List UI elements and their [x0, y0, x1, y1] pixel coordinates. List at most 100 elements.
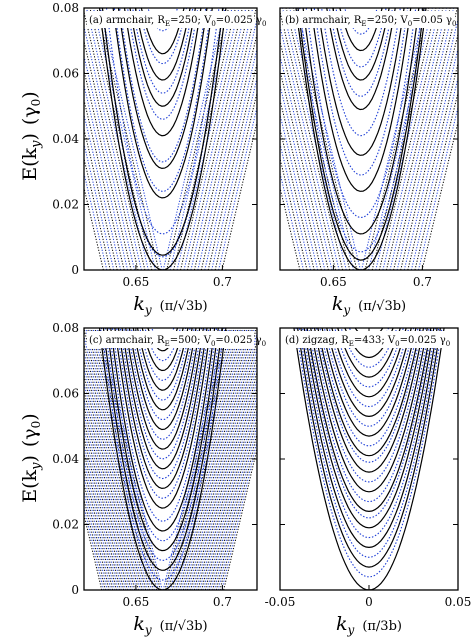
- y-title-unit: (γ: [19, 428, 41, 447]
- solid-band-0: [98, 328, 227, 590]
- panel-label-text: (d) zigzag, RE=433; V0=0.025 γ0: [285, 335, 450, 348]
- y-title-main: E(k: [19, 147, 41, 180]
- panel-label-bg: [283, 331, 454, 348]
- panel-label-bg: [283, 11, 455, 28]
- band-line: [393, 8, 458, 270]
- panel-label-bg: [87, 11, 254, 28]
- solid-band-9: [326, 328, 412, 418]
- solid-band-2: [302, 8, 420, 235]
- dotted-band-5: [311, 328, 427, 483]
- band-line: [84, 365, 138, 590]
- x-tick-label: 0.7: [213, 275, 232, 289]
- solid-band-4: [123, 8, 202, 137]
- band-line: [90, 328, 154, 590]
- y-axis-title-bottom: E(ky) (γ0): [19, 413, 44, 502]
- solid-band-4: [317, 8, 405, 156]
- band-line: [179, 328, 243, 590]
- solid-band-6: [313, 328, 425, 473]
- panel-b: 0.65 0.7 ky (π/√3b) (b) armchair, RE=250; V0…: [279, 7, 459, 317]
- band-line: [84, 53, 136, 270]
- solid-band-5: [117, 328, 208, 490]
- solid-band-2: [112, 8, 213, 199]
- band-line: [400, 31, 458, 270]
- panel-d: -0.05 0 0.05 ky (π/3b) (d) zigzag, RE=433; V0…: [265, 327, 471, 637]
- band-line: [166, 8, 230, 270]
- solid-band-6: [134, 8, 191, 81]
- solid-band-9: [132, 328, 193, 411]
- panel-a: 0 0.02 0.04 0.06 0.08 0.65 0.7 ky (π/√3b) (a) arm…: [52, 1, 266, 317]
- band-line: [84, 68, 132, 270]
- band-line: [188, 328, 252, 590]
- band-line: [280, 185, 301, 270]
- band-line: [214, 90, 257, 270]
- solid-band-7: [339, 8, 383, 52]
- dotted-band-10: [334, 328, 404, 388]
- band-line: [206, 376, 257, 590]
- band-line: [280, 10, 344, 270]
- x-axis-title: ky (π/√3b): [133, 613, 207, 637]
- band-line: [182, 328, 246, 590]
- band-line: [414, 90, 458, 270]
- band-line: [193, 328, 257, 590]
- band-line: [280, 68, 329, 270]
- y-title-unit-sub: 0: [29, 99, 43, 107]
- band-line: [292, 8, 358, 270]
- band-line: [84, 435, 121, 590]
- dotted-band-1: [105, 8, 220, 235]
- band-line: [219, 431, 257, 590]
- band-line: [197, 17, 257, 270]
- dotted-band-2: [108, 328, 218, 542]
- dotted-band-3: [321, 8, 401, 137]
- band-line: [204, 369, 257, 590]
- band-line: [280, 83, 326, 270]
- band-line: [84, 466, 114, 590]
- band-line: [203, 361, 257, 590]
- band-line: [375, 8, 440, 270]
- solid-band-2: [106, 328, 219, 552]
- dotted-band-6: [315, 328, 423, 463]
- x-tick-label: 0.7: [413, 275, 432, 289]
- band-line: [211, 75, 257, 270]
- y-title-tail: ): [19, 133, 41, 140]
- solid-band-3: [310, 8, 412, 192]
- band-line: [170, 328, 233, 590]
- band-line: [210, 392, 257, 590]
- dotted-band-0: [100, 328, 225, 581]
- band-line: [280, 24, 340, 270]
- panel-label: (c) armchair, RE=500; V0=0.025 γ0: [87, 331, 266, 348]
- dotted-band-1: [298, 328, 440, 558]
- band-line: [84, 334, 145, 590]
- solid-band-10: [136, 328, 189, 391]
- dotted-band-5: [119, 328, 206, 480]
- solid-band-3: [303, 328, 435, 529]
- band-line: [84, 171, 108, 270]
- panel-label-bg: [87, 331, 254, 348]
- band-line: [92, 8, 156, 270]
- band-line: [280, 141, 312, 270]
- band-line: [208, 384, 257, 590]
- band-line: [214, 407, 257, 590]
- solid-band-2: [300, 328, 438, 549]
- plot-area: [84, 328, 257, 590]
- band-line: [168, 328, 232, 590]
- band-line: [162, 8, 226, 270]
- band-line: [280, 39, 337, 270]
- y-tick-label: 0.08: [52, 321, 79, 335]
- solid-band-5: [326, 8, 396, 111]
- band-line: [84, 156, 111, 270]
- y-tick-label: 0: [71, 263, 79, 277]
- x-tick-label: 0.7: [213, 595, 232, 609]
- band-line: [84, 357, 139, 590]
- band-line: [85, 8, 149, 270]
- band-line: [184, 328, 248, 590]
- panel-label-text: (c) armchair, RE=500; V0=0.025 γ0: [89, 335, 266, 348]
- band-line: [183, 8, 247, 270]
- y-tick-label: 0.02: [52, 518, 79, 532]
- dotted-band-0: [295, 328, 443, 578]
- band-line: [171, 328, 235, 590]
- band-line: [221, 119, 257, 270]
- band-line: [368, 8, 433, 270]
- band-line: [199, 345, 257, 590]
- dotted-band-10: [139, 328, 187, 381]
- band-line: [84, 373, 136, 590]
